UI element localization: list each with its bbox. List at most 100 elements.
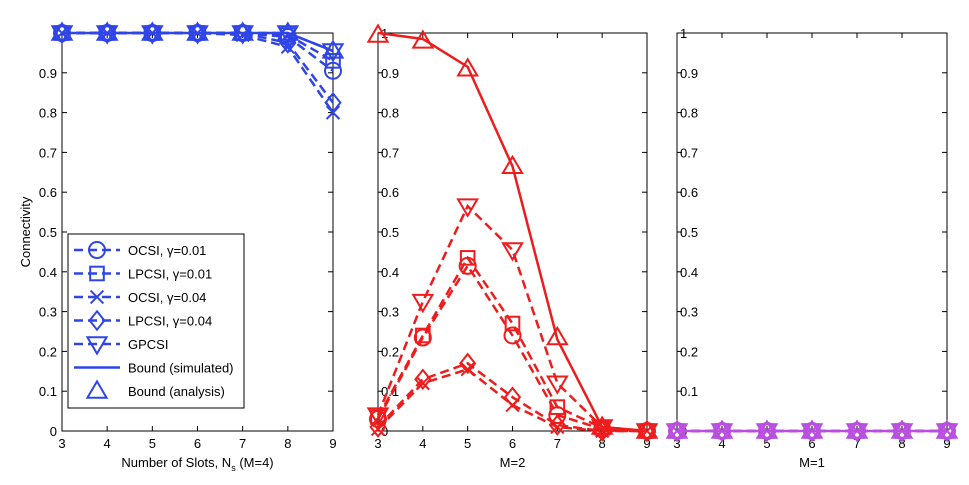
- y-tick-label: 0.4: [39, 265, 57, 280]
- data-point-x: [415, 376, 430, 391]
- legend-marker-x: [89, 289, 105, 305]
- data-point-diamond: [459, 352, 477, 375]
- x-tick-label: 8: [284, 436, 291, 451]
- y-tick-label: 0.8: [39, 106, 57, 121]
- y-tick-label: 0.6: [680, 185, 698, 200]
- series-line: [62, 31, 334, 53]
- y-tick-label: 1: [680, 26, 687, 41]
- data-point-tri-up: [366, 23, 390, 43]
- data-point-tri-up: [545, 325, 569, 346]
- legend-marker-square: [89, 265, 105, 282]
- series-group: [665, 419, 959, 443]
- data-point-diamond: [548, 414, 566, 436]
- data-point-tri-down: [186, 25, 209, 45]
- y-tick-label: 0.2: [381, 344, 399, 359]
- y-tick-label: 0.6: [381, 185, 399, 200]
- x-tick-label: 7: [554, 436, 561, 451]
- legend-entry: LPCSI, γ=0.01: [74, 265, 212, 282]
- y-tick-label: 0.9: [381, 66, 399, 81]
- data-point-tri-down: [366, 407, 390, 427]
- y-tick-label: 0.5: [680, 225, 698, 240]
- x-axis-label: M=1: [799, 455, 825, 470]
- data-point-tri-up: [890, 419, 914, 439]
- legend-label: OCSI, γ=0.01: [128, 243, 206, 258]
- y-ticks: 0 0.1 0.2 0.3 0.4 0.5 0.6 0.7 0.8 0.9: [39, 66, 333, 439]
- y-tick-label: 0.8: [381, 106, 399, 121]
- y-ticks: 00.10.20.30.40.50.60.70.80.91: [677, 26, 947, 439]
- y-tick-label: 0.3: [381, 305, 399, 320]
- x-tick-label: 6: [808, 436, 815, 451]
- data-point-tri-down: [800, 423, 824, 443]
- data-point-tri-up: [755, 419, 779, 439]
- data-point-diamond: [414, 368, 432, 391]
- data-point-tri-up: [50, 21, 74, 41]
- y-tick-label: 0.7: [680, 145, 698, 160]
- data-point-diamond: [324, 91, 342, 114]
- legend-entry: Bound (analysis): [85, 379, 225, 399]
- y-tick-label: 0.3: [39, 305, 57, 320]
- data-point-square: [504, 315, 521, 332]
- plot-area: [676, 32, 948, 432]
- data-point-tri-down: [50, 25, 74, 45]
- data-point-tri-up: [935, 419, 959, 439]
- legend-box: [67, 233, 245, 409]
- y-tick-label: 0.4: [381, 265, 399, 280]
- x-tick-label: 9: [329, 436, 336, 451]
- x-tick-label: 7: [239, 436, 246, 451]
- panel-m-4: 3 4 5 6 7 8 9 0 0.1 0.2 0.3 0.4 0.5 0.6 0.7 0.8 0.9 Numbe…: [18, 21, 345, 473]
- series-bound-analysis-: [366, 23, 659, 439]
- y-tick-label: 0.1: [39, 384, 57, 399]
- data-point-tri-up: [186, 21, 209, 41]
- y-tick-label: 0: [381, 424, 388, 439]
- series-group: [50, 21, 345, 120]
- y-tick-label: 0.9: [680, 66, 698, 81]
- data-point-tri-down: [545, 375, 569, 395]
- y-tick-label: 0.4: [680, 265, 698, 280]
- data-point-square: [415, 327, 431, 344]
- legend: OCSI, γ=0.01 LPCSI, γ=0.01 OCSI, γ=0.04 LPC…: [67, 233, 245, 409]
- x-tick-label: 8: [898, 436, 905, 451]
- series-line: [377, 361, 647, 433]
- y-tick-label: 0.5: [381, 225, 399, 240]
- data-point-tri-up: [95, 21, 119, 41]
- x-axis-label: M=2: [500, 455, 526, 470]
- data-point-diamond: [369, 416, 387, 438]
- data-point-tri-up: [456, 57, 480, 77]
- data-point-x: [280, 39, 295, 55]
- x-tick-label: 9: [943, 436, 950, 451]
- legend-entry: LPCSI, γ=0.04: [74, 309, 212, 332]
- x-tick-label: 8: [599, 436, 606, 451]
- y-tick-label: 0.3: [680, 305, 698, 320]
- x-tick-label: 9: [643, 436, 650, 451]
- data-point-tri-down: [456, 198, 480, 218]
- panel-m-1: 3 4 5 6 7 8 900.10.20.30.40.50.60.70.80.91M=1: [665, 26, 959, 470]
- legend-label: LPCSI, γ=0.04: [128, 314, 212, 329]
- data-point-tri-up: [231, 21, 255, 41]
- y-tick-label: 0.7: [381, 145, 399, 160]
- data-point-diamond: [503, 386, 522, 408]
- data-point-circle: [503, 326, 522, 345]
- y-axis-label: Connectivity: [18, 196, 33, 267]
- data-point-tri-up: [590, 415, 614, 435]
- data-point-square: [325, 53, 341, 69]
- x-tick-label: 5: [149, 436, 156, 451]
- series-bound-analysis-: [50, 21, 345, 59]
- legend-label: OCSI, γ=0.04: [128, 290, 206, 305]
- legend-entry: GPCSI: [74, 336, 168, 356]
- y-tick-label: 0.8: [680, 106, 698, 121]
- legend-entry: OCSI, γ=0.01: [74, 241, 206, 259]
- x-ticks: 3 4 5 6 7 8 9: [673, 33, 951, 451]
- data-point-tri-down: [635, 423, 659, 443]
- data-point-square: [459, 250, 476, 266]
- data-point-tri-down: [321, 43, 345, 63]
- data-point-circle: [324, 61, 342, 80]
- y-tick-label: 0.9: [39, 66, 57, 81]
- series-line: [377, 31, 648, 433]
- legend-marker-tri-up: [85, 379, 109, 399]
- panel-m-2: 3 4 5 6 7 8 900.10.20.30.40.50.60.70.80.91M=2: [366, 23, 659, 470]
- legend-label: LPCSI, γ=0.01: [128, 267, 212, 282]
- y-ticks: 00.10.20.30.40.50.60.70.80.91: [378, 26, 647, 439]
- x-tick-label: 4: [718, 436, 725, 451]
- series-bound-analysis-: [665, 419, 959, 439]
